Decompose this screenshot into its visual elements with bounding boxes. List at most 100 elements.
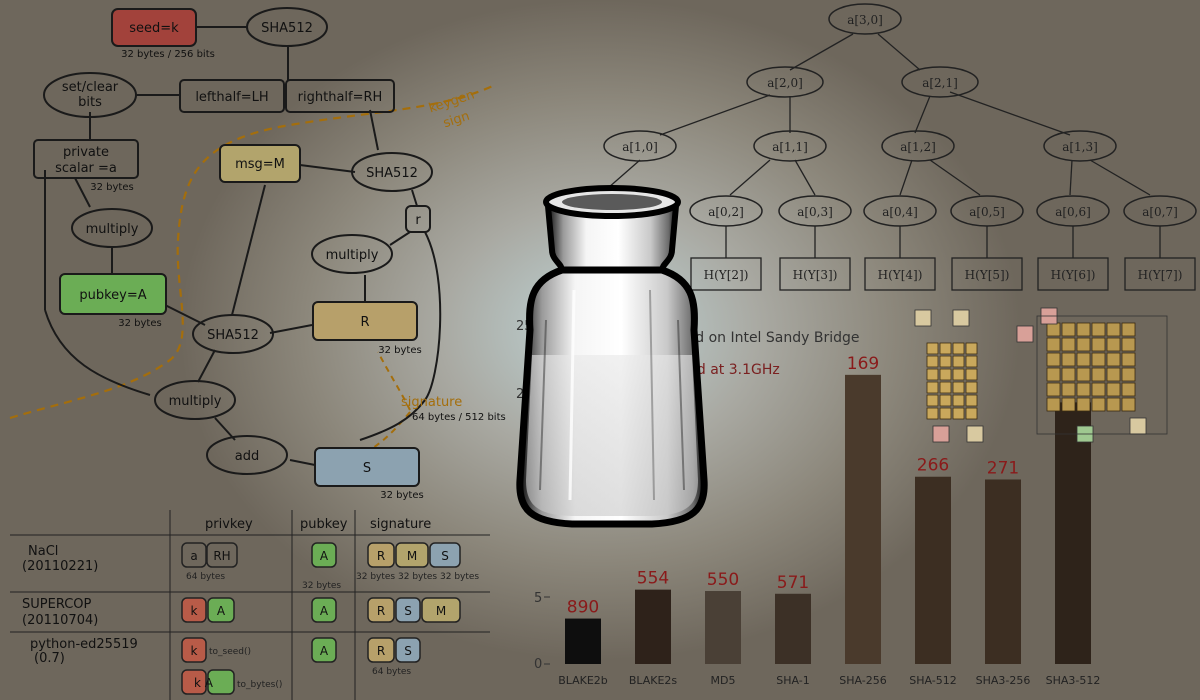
matrix-right-cell xyxy=(1121,397,1136,412)
righthalf-box xyxy=(285,79,395,113)
tree-label-a06: a[0,6] xyxy=(1055,205,1091,219)
row2-sig-r: R xyxy=(377,604,385,618)
tree-node-a04 xyxy=(863,195,937,227)
tree-node-a02 xyxy=(689,195,763,227)
bar-sha-1 xyxy=(775,593,811,664)
leaf-hy6: H(Y[6]) xyxy=(1051,268,1096,282)
private-size: 32 bytes xyxy=(90,182,133,193)
matrix-frame xyxy=(1036,315,1168,435)
tree-label-a03: a[0,3] xyxy=(797,205,833,219)
row1-sig-note-2: 32 bytes xyxy=(398,572,437,582)
matrix-left-cell xyxy=(965,394,978,407)
matrix-left-cell xyxy=(965,407,978,420)
tree-node-a06 xyxy=(1036,195,1110,227)
sha512-mid-node xyxy=(192,314,274,354)
matrix-right-cell xyxy=(1076,397,1091,412)
row3-pub-a: A xyxy=(320,644,329,658)
multiply-mid-label: multiply xyxy=(326,248,379,263)
row1-sig-note-1: 32 bytes xyxy=(356,572,395,582)
seed-box xyxy=(111,8,197,47)
matrix-node-box xyxy=(1129,417,1147,435)
sha512-mid-label: SHA512 xyxy=(207,328,259,343)
matrix-left-cell xyxy=(952,381,965,394)
bar-label-blake2s: 554 xyxy=(637,569,669,589)
row3-priv-note-1: to_seed() xyxy=(209,647,251,657)
leaf-hy7: H(Y[7]) xyxy=(1138,268,1183,282)
multiply-left-node xyxy=(71,208,153,248)
matrix-right-cell xyxy=(1076,322,1091,337)
S-box xyxy=(314,447,420,487)
matrix-right-cell xyxy=(1091,352,1106,367)
bar-blake2s xyxy=(635,589,671,664)
row2-sig-s: S xyxy=(404,604,412,618)
matrix-left-cell xyxy=(965,342,978,355)
signature-size: 64 bytes / 512 bits xyxy=(412,412,506,423)
msg-box xyxy=(219,144,301,183)
bar-label-sha-256: 169 xyxy=(847,354,879,374)
matrix-right-cell xyxy=(1076,382,1091,397)
row1-sig-m: M xyxy=(407,549,417,563)
private-scalar-line2: scalar =a xyxy=(55,161,117,176)
matrix-left-cell xyxy=(926,381,939,394)
matrix-right-cell xyxy=(1106,352,1121,367)
matrix-right-cell xyxy=(1106,322,1121,337)
matrix-node-box xyxy=(914,309,932,327)
sha512-top-label: SHA512 xyxy=(261,21,313,36)
matrix-right-cell xyxy=(1046,382,1061,397)
matrix-left-cell xyxy=(939,342,952,355)
matrix-right-cell xyxy=(1076,367,1091,382)
lefthalf-box xyxy=(179,79,285,113)
R-box xyxy=(312,301,418,341)
tree-node-a05 xyxy=(950,195,1024,227)
matrix-left-cell xyxy=(939,368,952,381)
pubkey-size: 32 bytes xyxy=(118,318,161,329)
matrix-right-cell xyxy=(1061,397,1076,412)
matrix-left-cell xyxy=(965,368,978,381)
table-header-privkey: privkey xyxy=(205,517,253,532)
matrix-right-cell xyxy=(1091,322,1106,337)
row3-priv-k1: k xyxy=(191,644,198,658)
chart-title-partial-1: eed on Intel Sandy Bridge xyxy=(678,330,860,346)
row3-sig-note: 64 bytes xyxy=(372,667,411,677)
bar-label-sha3-256: 271 xyxy=(987,458,1019,478)
row2-priv-k: k xyxy=(191,604,198,618)
row1-sig-r: R xyxy=(377,549,385,563)
pubkey-box xyxy=(59,273,167,315)
tree-label-a21: a[2,1] xyxy=(922,76,958,90)
R-label: R xyxy=(360,315,369,330)
bar-sha-256 xyxy=(845,374,881,664)
x-tick-sha3-256: SHA3-256 xyxy=(976,674,1031,687)
r-label: r xyxy=(415,213,421,228)
matrix-right-cell xyxy=(1106,397,1121,412)
tree-root-node xyxy=(828,3,902,35)
matrix-left-cell xyxy=(939,355,952,368)
private-scalar-line1: private xyxy=(63,145,109,160)
matrix-right-cell xyxy=(1061,322,1076,337)
matrix-left-cell xyxy=(939,407,952,420)
multiply-low-node xyxy=(154,380,236,420)
matrix-left-cell xyxy=(926,342,939,355)
leaf-hy3: H(Y[3]) xyxy=(793,268,838,282)
row3-priv-note-2: to_bytes() xyxy=(237,680,282,690)
row2-priv-a: A xyxy=(217,604,226,618)
matrix-right-cell xyxy=(1046,397,1061,412)
tree-node-a11 xyxy=(753,130,827,162)
matrix-left-cell xyxy=(926,407,939,420)
leaf-hy2: H(Y[2]) xyxy=(704,268,749,282)
matrix-right-cell xyxy=(1106,337,1121,352)
row1-name: NaCl xyxy=(28,544,58,559)
matrix-right-cell xyxy=(1091,367,1106,382)
tree-label-a20: a[2,0] xyxy=(767,76,803,90)
row3-name: python-ed25519 xyxy=(30,637,138,652)
matrix-left-cell xyxy=(952,368,965,381)
matrix-right-cell xyxy=(1121,322,1136,337)
righthalf-label: righthalf=RH xyxy=(298,90,383,105)
matrix-right-cell xyxy=(1091,382,1106,397)
row1-date: (20110221) xyxy=(22,559,98,574)
table-header-signature: signature xyxy=(370,517,431,532)
matrix-right-cell xyxy=(1061,337,1076,352)
matrix-left-cell xyxy=(952,407,965,420)
table-header-pubkey: pubkey xyxy=(300,517,348,532)
tree-label-a10: a[1,0] xyxy=(622,140,658,154)
signature-dashed-arrow xyxy=(377,351,411,411)
